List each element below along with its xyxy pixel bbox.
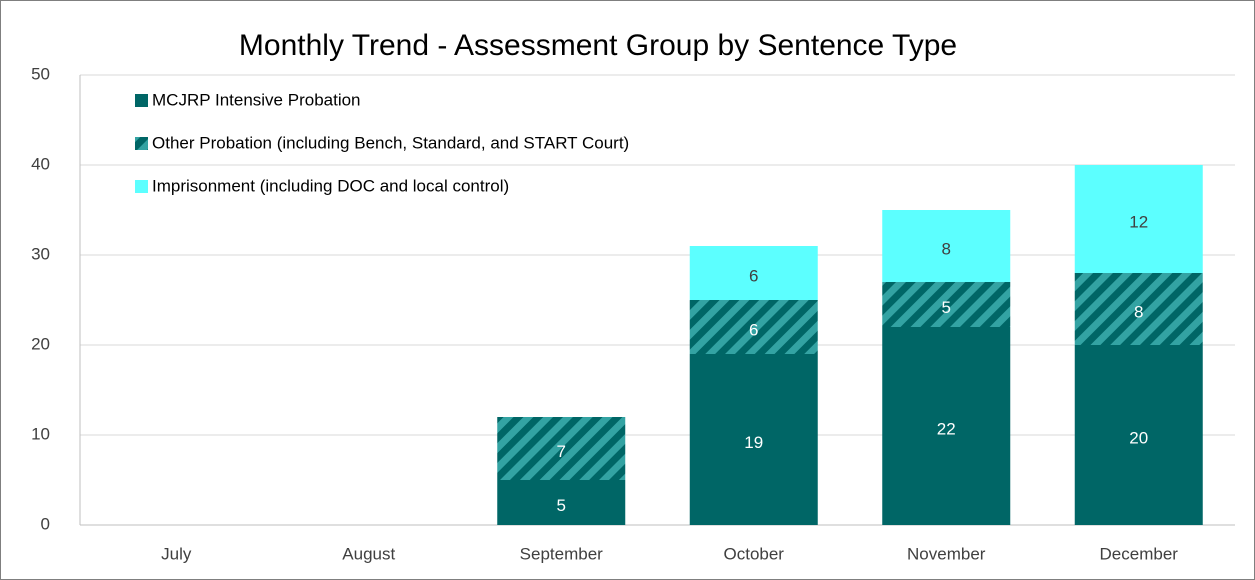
legend-label: Imprisonment (including DOC and local co… [152,176,509,195]
bar-segment [497,480,626,525]
x-tick-label: December [1100,544,1179,563]
data-label: 6 [749,320,758,339]
legend-label: MCJRP Intensive Probation [152,90,361,109]
bar-segment [1074,273,1203,345]
data-label: 12 [1129,212,1148,231]
data-label: 19 [744,433,763,452]
y-tick-label: 30 [31,244,50,263]
chart-title: Monthly Trend - Assessment Group by Sent… [239,29,957,62]
data-label: 6 [749,266,758,285]
legend-swatch [135,94,148,107]
bar-segment [689,354,818,525]
y-tick-label: 50 [31,64,50,83]
bar-segment [497,417,626,480]
legend-swatch [135,180,148,193]
x-tick-label: November [907,544,986,563]
bar-segment [689,246,818,300]
bar-segment [882,282,1011,327]
bar-segment [1074,165,1203,273]
data-label: 7 [557,442,566,461]
legend-swatch [135,137,148,150]
data-label: 8 [942,239,951,258]
x-tick-label: August [342,544,395,563]
data-label: 5 [557,496,566,515]
bar-segment [689,300,818,354]
data-label: 22 [937,419,956,438]
y-tick-label: 20 [31,334,50,353]
data-label: 5 [942,298,951,317]
y-tick-label: 0 [41,514,50,533]
bar-segment [1074,345,1203,525]
data-label: 20 [1129,428,1148,447]
bar-segment [882,327,1011,525]
x-tick-label: July [161,544,192,563]
legend-label: Other Probation (including Bench, Standa… [152,133,629,152]
x-tick-label: October [724,544,785,563]
y-tick-label: 40 [31,154,50,173]
y-tick-label: 10 [31,424,50,443]
x-tick-label: September [520,544,603,563]
bar-segment [882,210,1011,282]
data-label: 8 [1134,302,1143,321]
